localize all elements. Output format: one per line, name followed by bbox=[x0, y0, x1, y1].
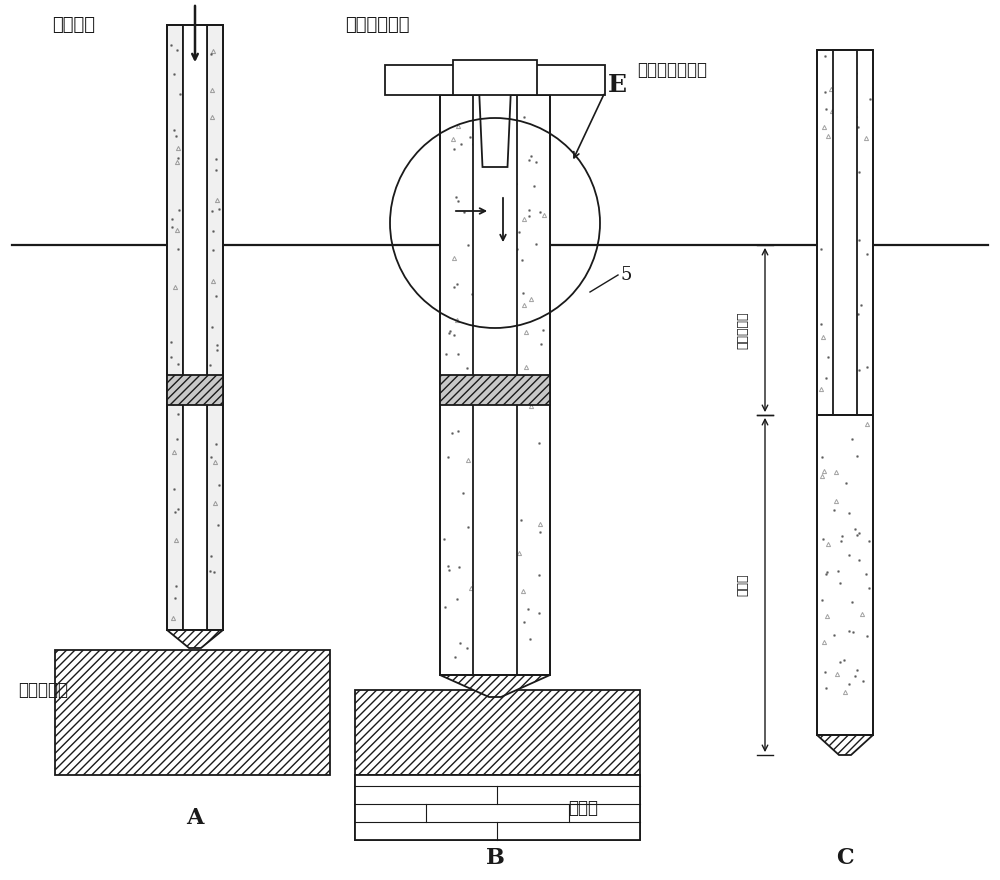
Bar bbox=[167, 25, 183, 630]
Bar bbox=[167, 375, 223, 405]
Bar bbox=[55, 650, 330, 775]
Bar bbox=[440, 375, 550, 405]
Bar bbox=[355, 775, 640, 840]
Text: E: E bbox=[608, 73, 627, 97]
Text: 框板路基: 框板路基 bbox=[52, 16, 95, 34]
Bar bbox=[473, 95, 517, 675]
Bar bbox=[817, 50, 873, 415]
Bar bbox=[440, 95, 550, 675]
Polygon shape bbox=[817, 735, 873, 755]
Polygon shape bbox=[440, 675, 550, 697]
Bar bbox=[167, 25, 223, 630]
Bar bbox=[817, 415, 873, 735]
Polygon shape bbox=[478, 65, 512, 167]
Bar bbox=[440, 95, 550, 675]
Polygon shape bbox=[167, 630, 223, 648]
Bar bbox=[207, 25, 223, 630]
Text: 5: 5 bbox=[620, 266, 631, 284]
Bar bbox=[355, 775, 640, 840]
Bar bbox=[453, 60, 537, 95]
Bar bbox=[167, 25, 223, 630]
Bar bbox=[833, 50, 857, 415]
Text: A: A bbox=[186, 807, 204, 829]
Text: 中等风化岩: 中等风化岩 bbox=[18, 681, 68, 699]
Text: 变截面抗压基梆: 变截面抗压基梆 bbox=[637, 61, 707, 79]
Text: 桥梁墓台基础: 桥梁墓台基础 bbox=[345, 16, 410, 34]
Bar bbox=[817, 50, 873, 415]
Text: 复合截面梆: 复合截面梆 bbox=[737, 312, 750, 348]
Text: B: B bbox=[486, 847, 504, 869]
Bar bbox=[817, 415, 873, 735]
Text: 坐岩深: 坐岩深 bbox=[737, 574, 750, 597]
Text: C: C bbox=[836, 847, 854, 869]
Bar bbox=[355, 690, 640, 775]
Bar bbox=[183, 25, 207, 630]
Bar bbox=[385, 65, 605, 95]
Text: 坚硬岩: 坚硬岩 bbox=[568, 799, 598, 817]
